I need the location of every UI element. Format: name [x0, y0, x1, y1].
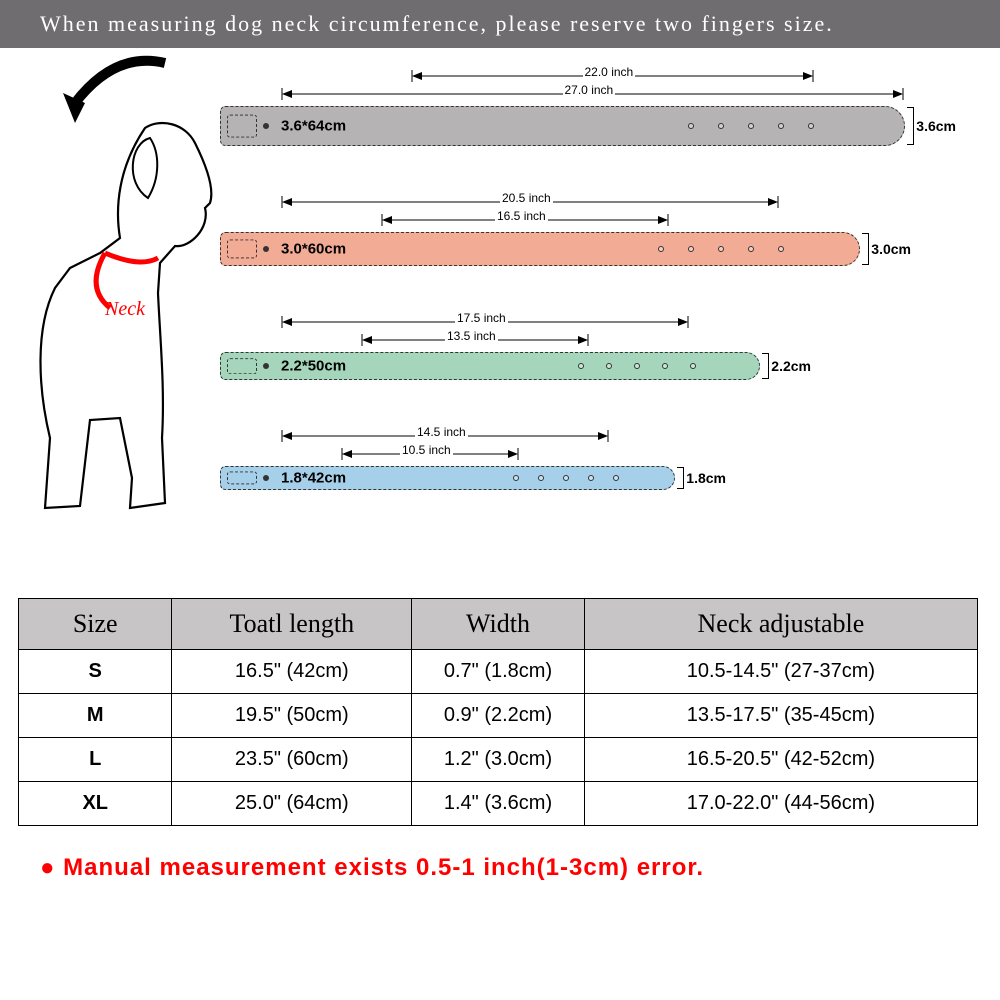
- table-header-cell: Toatl length: [172, 599, 412, 650]
- collar-hole: [778, 246, 784, 252]
- collar-hole: [690, 363, 696, 369]
- collar-hole: [808, 123, 814, 129]
- size-table: SizeToatl lengthWidthNeck adjustable S16…: [18, 598, 978, 826]
- buckle-icon: [227, 239, 257, 258]
- collar-hole: [718, 246, 724, 252]
- table-cell: 10.5-14.5" (27-37cm): [584, 650, 977, 694]
- table-row: M19.5" (50cm)0.9" (2.2cm)13.5-17.5" (35-…: [19, 694, 978, 738]
- collar-row-1: 20.5 inch 16.5 inch3.0*60cm3.0cm: [220, 194, 980, 282]
- width-brace: [906, 107, 914, 145]
- collar-diagrams: 22.0 inch 27.0 inch3.6*64cm3.6cm 20.5 in…: [220, 68, 980, 538]
- collar-hole: [588, 475, 594, 481]
- table-cell: 16.5-20.5" (42-52cm): [584, 738, 977, 782]
- collar-hole: [748, 123, 754, 129]
- footnote-warning: Manual measurement exists 0.5-1 inch(1-3…: [40, 854, 980, 882]
- table-row: XL25.0" (64cm)1.4" (3.6cm)17.0-22.0" (44…: [19, 782, 978, 826]
- dim-upper-label: 14.5 inch: [415, 425, 468, 439]
- collar-body: 3.6*64cm3.6cm: [220, 106, 905, 146]
- dim-upper-label: 22.0 inch: [583, 65, 636, 79]
- collar-hole: [613, 475, 619, 481]
- collar-body: 3.0*60cm3.0cm: [220, 232, 860, 266]
- table-cell: 0.9" (2.2cm): [412, 694, 585, 738]
- collar-row-0: 22.0 inch 27.0 inch3.6*64cm3.6cm: [220, 68, 980, 162]
- collar-body: 2.2*50cm2.2cm: [220, 352, 760, 380]
- collar-hole: [658, 246, 664, 252]
- collar-hole: [634, 363, 640, 369]
- dim-lower-label: 16.5 inch: [495, 209, 548, 223]
- collar-hole: [538, 475, 544, 481]
- collar-width-label: 3.6cm: [916, 118, 956, 134]
- buckle-icon: [227, 471, 257, 484]
- collar-row-3: 14.5 inch 10.5 inch1.8*42cm1.8cm: [220, 428, 980, 506]
- table-header-cell: Size: [19, 599, 172, 650]
- table-cell: L: [19, 738, 172, 782]
- table-row: S16.5" (42cm)0.7" (1.8cm)10.5-14.5" (27-…: [19, 650, 978, 694]
- collar-hole: [748, 246, 754, 252]
- table-header-cell: Neck adjustable: [584, 599, 977, 650]
- width-brace: [761, 353, 769, 379]
- table-cell: XL: [19, 782, 172, 826]
- dim-upper-label: 17.5 inch: [455, 311, 508, 325]
- table-row: L23.5" (60cm)1.2" (3.0cm)16.5-20.5" (42-…: [19, 738, 978, 782]
- collar-hole: [688, 123, 694, 129]
- table-cell: 17.0-22.0" (44-56cm): [584, 782, 977, 826]
- collar-hole: [688, 246, 694, 252]
- collar-hole: [718, 123, 724, 129]
- table-cell: M: [19, 694, 172, 738]
- collar-size-label: 2.2*50cm: [281, 358, 346, 375]
- table-cell: 0.7" (1.8cm): [412, 650, 585, 694]
- neck-label: Neck: [105, 298, 145, 321]
- collar-size-label: 1.8*42cm: [281, 470, 346, 487]
- collar-body: 1.8*42cm1.8cm: [220, 466, 675, 490]
- collar-hole: [778, 123, 784, 129]
- pin-icon: [263, 363, 269, 369]
- table-cell: 19.5" (50cm): [172, 694, 412, 738]
- collar-width-label: 2.2cm: [771, 358, 811, 374]
- dim-upper-label: 20.5 inch: [500, 191, 553, 205]
- table-cell: 16.5" (42cm): [172, 650, 412, 694]
- dim-lower-label: 10.5 inch: [400, 443, 453, 457]
- width-brace: [861, 233, 869, 265]
- buckle-icon: [227, 358, 257, 374]
- table-header-cell: Width: [412, 599, 585, 650]
- header-instruction: When measuring dog neck circumference, p…: [0, 0, 1000, 48]
- table-cell: 1.2" (3.0cm): [412, 738, 585, 782]
- collar-size-label: 3.0*60cm: [281, 241, 346, 258]
- collar-hole: [563, 475, 569, 481]
- collar-hole: [662, 363, 668, 369]
- table-cell: 1.4" (3.6cm): [412, 782, 585, 826]
- collar-width-label: 3.0cm: [871, 241, 911, 257]
- collar-row-2: 17.5 inch 13.5 inch2.2*50cm2.2cm: [220, 314, 980, 396]
- collar-width-label: 1.8cm: [686, 470, 726, 486]
- table-cell: S: [19, 650, 172, 694]
- width-brace: [676, 467, 684, 489]
- collar-hole: [513, 475, 519, 481]
- pin-icon: [263, 246, 269, 252]
- pin-icon: [263, 475, 269, 481]
- table-cell: 25.0" (64cm): [172, 782, 412, 826]
- collar-size-label: 3.6*64cm: [281, 118, 346, 135]
- pin-icon: [263, 123, 269, 129]
- collar-hole: [606, 363, 612, 369]
- table-cell: 23.5" (60cm): [172, 738, 412, 782]
- collar-hole: [578, 363, 584, 369]
- buckle-icon: [227, 115, 257, 138]
- table-cell: 13.5-17.5" (35-45cm): [584, 694, 977, 738]
- dim-lower-label: 27.0 inch: [563, 83, 616, 97]
- diagram-area: Neck 22.0 inch 27.0 inch3.6*64cm3.6cm 20…: [0, 48, 1000, 588]
- dim-lower-label: 13.5 inch: [445, 329, 498, 343]
